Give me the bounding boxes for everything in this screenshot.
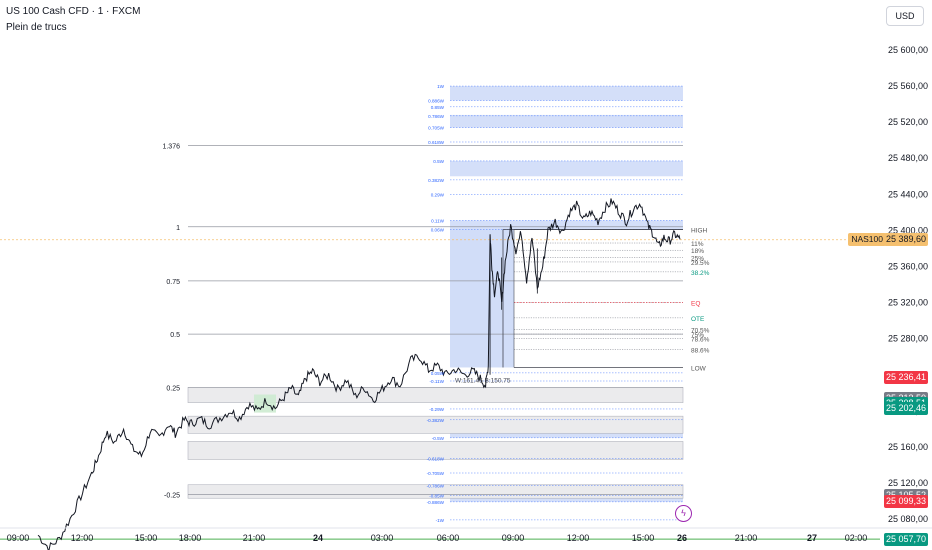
price-axis-tick: 25 360,00 (888, 261, 928, 271)
price-axis-tick: 25 120,00 (888, 478, 928, 488)
fib-label: 1 (176, 225, 180, 232)
leg-fib-label: 38.2% (691, 270, 710, 277)
level-lines-layer (0, 85, 880, 540)
weekly-label: -1W (436, 518, 445, 523)
weekly-zone (450, 220, 683, 230)
leg-fib-label: HIGH (691, 227, 708, 234)
weekly-label: -0.382W (427, 418, 445, 423)
time-axis-tick: 24 (313, 533, 323, 543)
weekly-label: -0.29W (429, 407, 444, 412)
symbol-badge: NAS100 (848, 233, 886, 247)
weekly-label: 1W (437, 84, 445, 89)
leg-fib-label: 25% (691, 255, 704, 262)
leg-fib-label: 88.6% (691, 347, 710, 354)
weekly-label: 0.29W (431, 192, 445, 197)
lightning-icon[interactable]: ϟ (675, 505, 692, 522)
weekly-label: 0.11W (431, 218, 445, 223)
time-axis-tick: 18:00 (179, 533, 202, 543)
leg-fib-label: 11% (691, 241, 704, 248)
price-label: 25 099,33 (884, 495, 928, 509)
time-axis-tick: 21:00 (735, 533, 758, 543)
weekly-label: 0.06W (431, 227, 445, 232)
price-axis-tick: 25 160,00 (888, 442, 928, 452)
weekly-zone (450, 114, 683, 128)
weekly-label: -0.5W (432, 436, 445, 441)
time-axis-tick: 15:00 (135, 533, 158, 543)
weekly-label: 0.705W (428, 126, 444, 131)
price-axis-tick: 25 280,00 (888, 334, 928, 344)
fib-label: -0.25 (164, 493, 180, 500)
price-axis-tick: 25 560,00 (888, 81, 928, 91)
weekly-label: -0.886W (427, 500, 445, 505)
leg-fib-label: 29.5% (691, 260, 710, 267)
time-axis-tick: 27 (807, 533, 817, 543)
weekly-label: 0.886W (428, 99, 444, 104)
price-axis-tick: 25 520,00 (888, 117, 928, 127)
price-axis-tick: 25 080,00 (888, 514, 928, 524)
weekly-label: 0.5W (433, 159, 444, 164)
time-axis-tick: 09:00 (7, 533, 30, 543)
weekly-label: 0.05W (431, 371, 445, 376)
grey-zone (187, 415, 684, 434)
price-label: 25 202,46 (884, 402, 928, 416)
price-axis-tick: 25 480,00 (888, 153, 928, 163)
time-axis-tick: 03:00 (371, 533, 394, 543)
indicator-title[interactable]: Plein de trucs (6, 22, 67, 33)
price-axis-tick: 25 400,00 (888, 225, 928, 235)
weekly-zone (450, 160, 683, 177)
fib-label: 0.75 (166, 279, 180, 286)
time-axis-tick: 12:00 (567, 533, 590, 543)
price-axis-tick: 25 320,00 (888, 298, 928, 308)
price-label: 25 236,41 (884, 371, 928, 385)
time-axis-tick: 12:00 (71, 533, 94, 543)
fib-label: 1.376 (162, 144, 180, 151)
leg-fib-label: EQ (691, 301, 700, 308)
weekly-zone (450, 86, 683, 101)
weekly-label: 0.85W (431, 105, 445, 110)
price-label: 25 389,60 (884, 233, 928, 247)
weekly-label: 0.382W (428, 178, 444, 183)
green-zone (254, 394, 276, 413)
weekly-label: -0.85W (429, 494, 444, 499)
time-axis-tick: 09:00 (502, 533, 525, 543)
measure-label: W:161.45 B:150.75 (455, 377, 511, 384)
time-axis-tick: 15:00 (632, 533, 655, 543)
weekly-label: -0.705W (427, 471, 445, 476)
leg-fib-label: 78.6% (691, 337, 710, 344)
weekly-label: -0.618W (427, 457, 445, 462)
weekly-label: 0.786W (428, 114, 444, 119)
price-line (37, 198, 681, 550)
weekly-label: -0.786W (427, 484, 445, 489)
currency-selector[interactable]: USD (886, 6, 924, 26)
time-axis-tick: 21:00 (243, 533, 266, 543)
range-box (450, 229, 514, 368)
price-axis-tick: 25 440,00 (888, 189, 928, 199)
price-series-layer (37, 198, 681, 550)
weekly-label: -0.11W (430, 379, 445, 384)
time-axis-tick: 02:00 (845, 533, 868, 543)
time-axis-tick: 26 (677, 533, 687, 543)
price-axis-tick: 25 600,00 (888, 45, 928, 55)
leg-fib-label: LOW (691, 365, 707, 372)
symbol-title[interactable]: US 100 Cash CFD · 1 · FXCM (6, 6, 141, 17)
leg-fib-label: 18% (691, 248, 704, 255)
price-label: 25 057,70 (884, 532, 928, 546)
time-axis-tick: 06:00 (437, 533, 460, 543)
leg-fib-label: OTE (691, 316, 705, 323)
grey-zone (187, 441, 684, 460)
leg-fib-label: 75% (691, 332, 704, 339)
leg-fib-label: 70.5% (691, 328, 710, 335)
fib-label: 0.25 (166, 385, 180, 392)
fib-label: 0.5 (170, 332, 180, 339)
weekly-label: 0.618W (428, 140, 444, 145)
